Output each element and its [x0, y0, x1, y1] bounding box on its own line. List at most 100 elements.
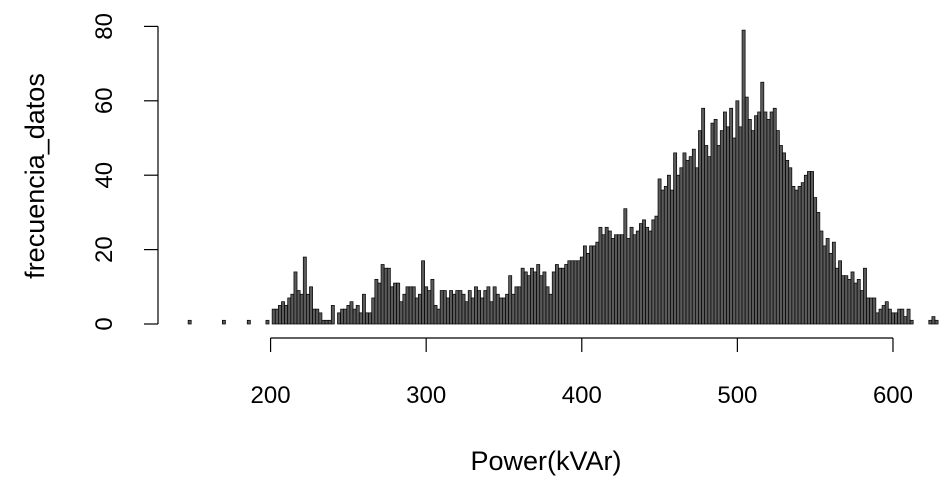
y-tick-label: 80: [91, 13, 118, 40]
histogram-bar: [766, 119, 771, 325]
histogram-bar: [822, 245, 827, 325]
histogram-bar: [642, 219, 646, 325]
x-axis: 200 300 400 500 600: [251, 337, 913, 409]
histogram-bar: [514, 286, 519, 325]
histogram-bar: [486, 286, 491, 325]
histogram-bar: [635, 230, 640, 325]
y-axis: 0 20 40 60 80: [91, 13, 159, 331]
histogram-bar: [679, 167, 684, 325]
histogram-bar: [523, 271, 528, 325]
histogram-bar: [772, 107, 777, 325]
histogram-bar: [368, 312, 373, 325]
histogram-bar: [346, 305, 351, 325]
histogram-bar: [545, 286, 550, 325]
histogram-bar: [480, 297, 485, 325]
histogram-bar: [614, 234, 618, 325]
histogram-bar: [732, 137, 737, 325]
histogram-bar: [838, 260, 842, 325]
histogram-bar: [928, 319, 933, 325]
histogram-bar: [383, 267, 388, 325]
histogram-bar: [567, 260, 572, 325]
histogram-bar: [617, 234, 622, 325]
histogram-bar: [875, 312, 880, 325]
histogram-bar: [828, 252, 833, 325]
histogram-bar: [551, 271, 556, 325]
histogram-bar: [735, 100, 740, 325]
histogram-bar: [452, 293, 457, 325]
histogram-bar: [794, 189, 799, 325]
histogram-bar: [906, 308, 911, 325]
y-tick-label: 20: [91, 236, 118, 263]
histogram-bar: [601, 234, 606, 325]
histogram-bar: [654, 215, 659, 325]
x-tick-label: 300: [406, 382, 446, 409]
histogram-bar: [595, 241, 600, 325]
histogram-bar: [719, 130, 724, 325]
histogram-bar: [554, 264, 559, 325]
histogram-bar: [626, 238, 631, 325]
bars-group: [187, 29, 939, 325]
histogram-bar: [296, 290, 301, 325]
y-tick-label: 40: [91, 162, 118, 189]
histogram-bar: [747, 119, 752, 325]
histogram-bar: [589, 245, 594, 325]
histogram-bar: [623, 208, 628, 325]
histogram-bar: [673, 152, 678, 325]
histogram-bar: [187, 319, 192, 325]
histogram-bar: [716, 145, 721, 325]
histogram-bar: [710, 122, 715, 325]
histogram-bar: [548, 293, 553, 325]
histogram-bar: [847, 279, 852, 325]
histogram-bar: [281, 301, 285, 325]
histogram-bar: [561, 267, 566, 325]
histogram-bar: [246, 319, 251, 325]
histogram-bar: [489, 301, 494, 325]
histogram-bar: [449, 290, 453, 325]
histogram-bar: [835, 267, 839, 325]
histogram-bar: [841, 275, 846, 325]
y-tick-label: 60: [91, 87, 118, 114]
histogram-bar: [396, 282, 401, 325]
histogram-bar: [570, 260, 575, 325]
histogram-bar: [492, 286, 497, 325]
histogram-bar: [632, 234, 637, 325]
histogram-bar: [349, 301, 354, 325]
histogram-bar: [265, 319, 270, 325]
histogram-bar: [629, 226, 634, 325]
histogram-bar: [859, 290, 864, 325]
histogram-bar: [337, 312, 341, 325]
histogram-bar: [791, 186, 796, 325]
histogram-bar: [433, 305, 438, 325]
histogram-bar: [869, 297, 874, 325]
histogram-bar: [757, 111, 762, 325]
histogram-bar: [274, 308, 279, 325]
histogram-bar: [402, 293, 407, 325]
histogram-bar: [729, 107, 734, 325]
histogram-bar: [598, 226, 603, 325]
histogram-bar: [751, 130, 755, 325]
histogram-bar: [343, 308, 348, 325]
histogram-bar: [306, 293, 310, 325]
histogram-bar: [701, 107, 706, 325]
histogram-bar: [667, 174, 671, 325]
histogram-bar: [856, 279, 861, 325]
histogram-bar: [558, 267, 562, 325]
histogram-bar: [424, 286, 429, 325]
histogram-bar: [810, 171, 814, 325]
histogram-bar: [517, 286, 522, 325]
histogram-bar: [411, 286, 416, 325]
histogram-bar: [670, 189, 674, 325]
histogram-bar: [526, 275, 531, 325]
histogram-bar: [797, 186, 802, 325]
histogram-bar: [271, 308, 276, 325]
histogram-bar: [881, 305, 886, 325]
histogram-bar: [645, 226, 650, 325]
x-tick-label: 400: [562, 382, 602, 409]
histogram-bar: [330, 305, 335, 325]
histogram-bar: [685, 159, 690, 325]
histogram-bar: [399, 301, 404, 325]
histogram-bar: [610, 238, 615, 325]
histogram-bar: [738, 126, 743, 325]
histogram-bar: [900, 308, 905, 325]
